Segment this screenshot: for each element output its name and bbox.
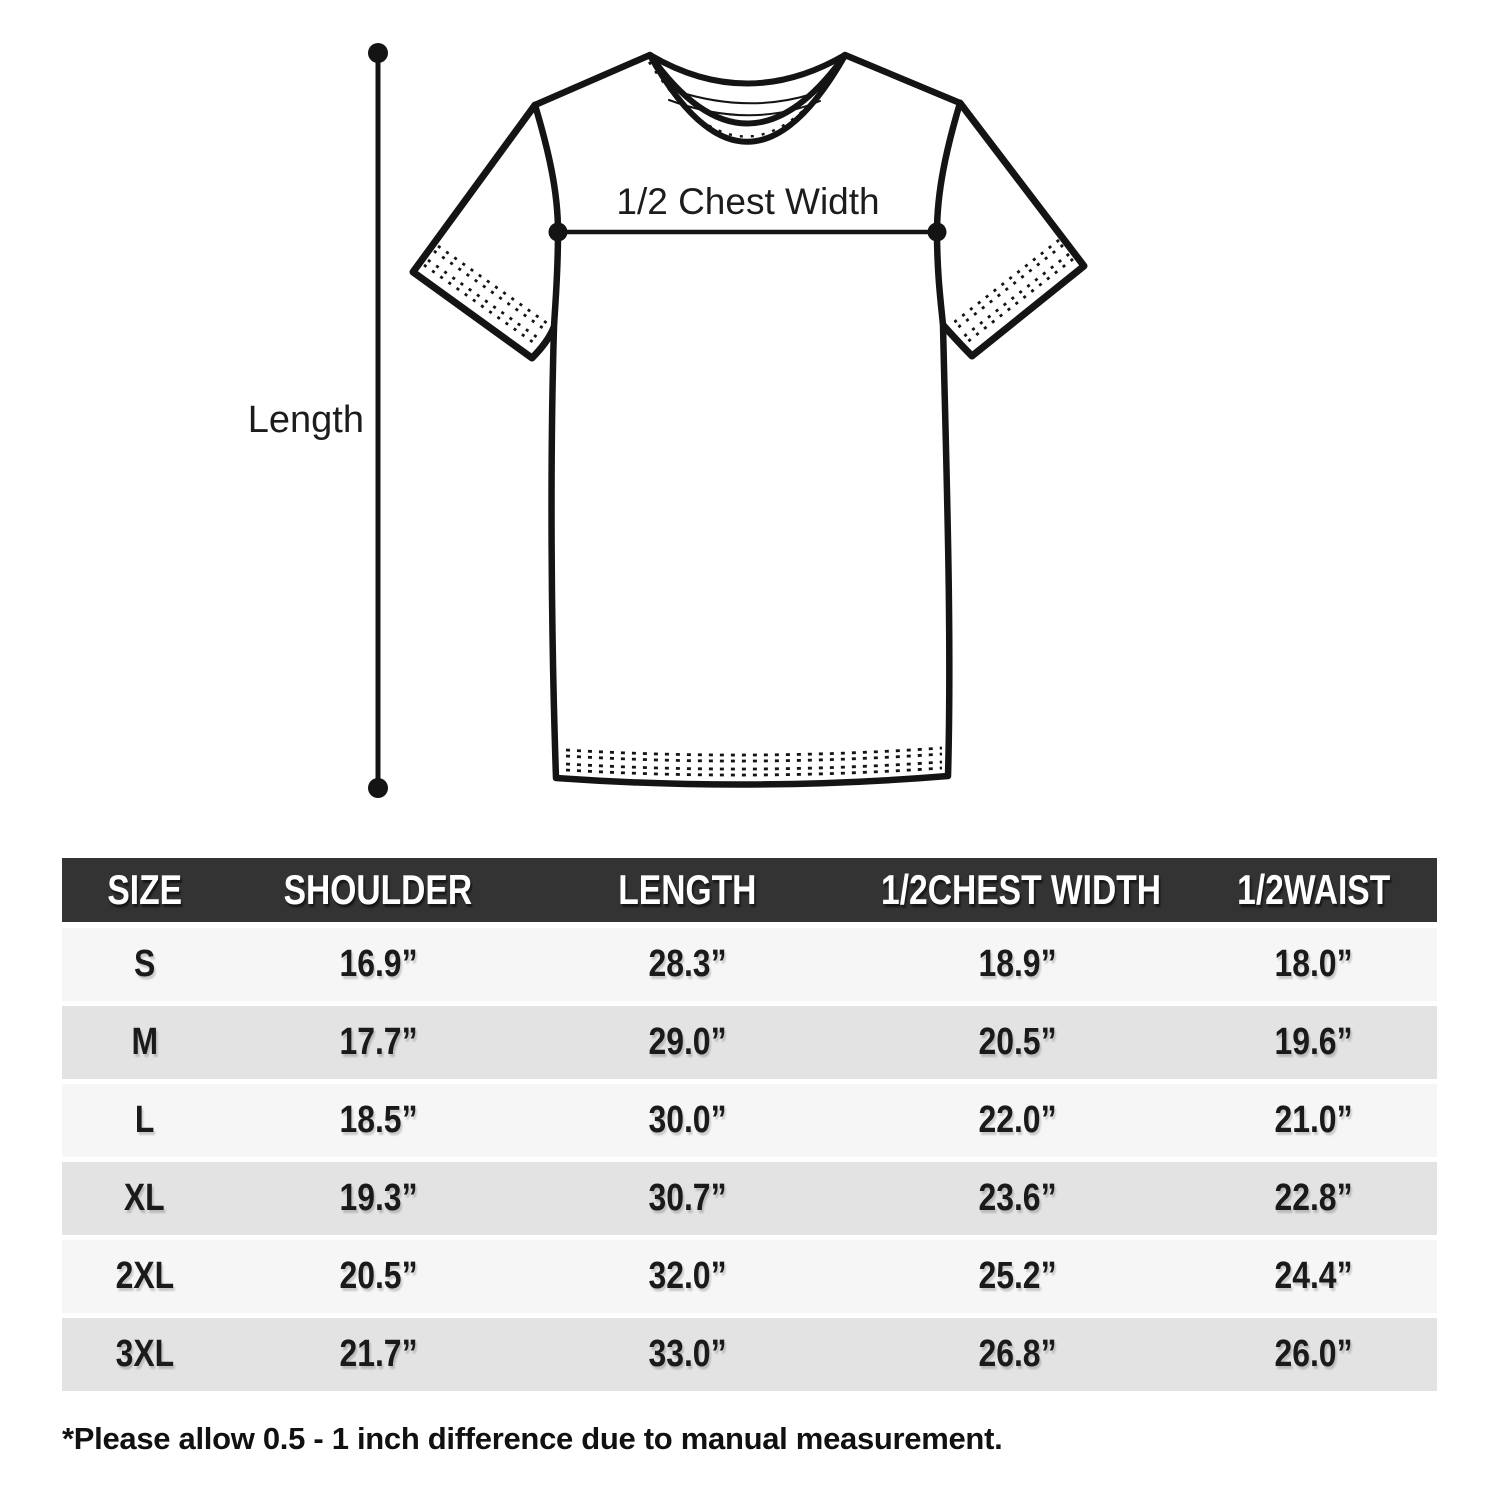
header-waist: 1/2WAIST [1236,866,1390,913]
size-chart-header-row: SIZE SHOULDER LENGTH 1/2CHEST WIDTH 1/2W… [62,858,1437,922]
cell-size: M [131,1021,158,1063]
chest-width-dot-left [548,222,568,242]
header-chest-width: 1/2CHEST WIDTH [880,866,1161,913]
cell-length: 33.0” [648,1333,727,1375]
chest-width-label: 1/2 Chest Width [616,181,879,222]
tshirt-measurement-diagram: 1/2 Chest Width Length [248,43,1088,798]
table-row-m: M 17.7” 29.0” 20.5” 19.6” [62,1006,1437,1079]
cell-chest: 18.9” [978,943,1057,985]
cell-shoulder: 21.7” [339,1333,418,1375]
cell-chest: 22.0” [978,1099,1057,1141]
cell-shoulder: 20.5” [339,1255,418,1297]
cell-length: 30.7” [648,1177,727,1219]
tshirt-collar [647,52,848,145]
cell-length: 30.0” [648,1099,727,1141]
cell-size: S [133,943,156,985]
header-length: LENGTH [618,866,757,913]
cell-chest: 25.2” [978,1255,1057,1297]
tshirt-body [531,51,964,788]
cell-waist: 21.0” [1274,1099,1353,1141]
hem-stitching [565,746,943,777]
length-dot-top [368,43,388,63]
chest-width-dot-right [927,222,947,242]
table-row-2xl: 2XL 20.5” 32.0” 25.2” 24.4” [62,1240,1437,1313]
cell-waist: 24.4” [1274,1255,1353,1297]
cell-waist: 22.8” [1274,1177,1353,1219]
tshirt-diagram-svg: 1/2 Chest Width Length [248,43,1088,798]
size-chart-table: SIZE SHOULDER LENGTH 1/2CHEST WIDTH 1/2W… [62,858,1437,1391]
cell-chest: 26.8” [978,1333,1057,1375]
measurement-note: *Please allow 0.5 - 1 inch difference du… [62,1421,1003,1456]
cell-size: L [134,1099,155,1141]
cell-shoulder: 18.5” [339,1099,418,1141]
cell-size: 3XL [115,1333,174,1375]
table-row-l: L 18.5” 30.0” 22.0” 21.0” [62,1084,1437,1157]
cell-length: 28.3” [648,943,727,985]
right-cuff-stitching [951,238,1074,345]
cell-length: 29.0” [648,1021,727,1063]
table-row-3xl: 3XL 21.7” 33.0” 26.8” 26.0” [62,1318,1437,1391]
tshirt-right-sleeve [939,99,1088,360]
cell-shoulder: 16.9” [339,943,418,985]
cell-shoulder: 17.7” [339,1021,418,1063]
cell-chest: 20.5” [978,1021,1057,1063]
table-row-s: S 16.9” 28.3” 18.9” 18.0” [62,928,1437,1001]
header-size: SIZE [107,866,182,913]
length-measure [368,43,388,798]
chest-width-measure [548,222,947,242]
cell-length: 32.0” [648,1255,727,1297]
header-shoulder: SHOULDER [283,866,473,913]
cell-size: XL [124,1177,165,1219]
cell-chest: 23.6” [978,1177,1057,1219]
cell-waist: 18.0” [1274,943,1353,985]
length-label: Length [248,399,364,441]
cell-waist: 19.6” [1274,1021,1353,1063]
length-dot-bottom [368,778,388,798]
table-row-xl: XL 19.3” 30.7” 23.6” 22.8” [62,1162,1437,1235]
cell-shoulder: 19.3” [339,1177,418,1219]
cell-waist: 26.0” [1274,1333,1353,1375]
cell-size: 2XL [115,1255,174,1297]
